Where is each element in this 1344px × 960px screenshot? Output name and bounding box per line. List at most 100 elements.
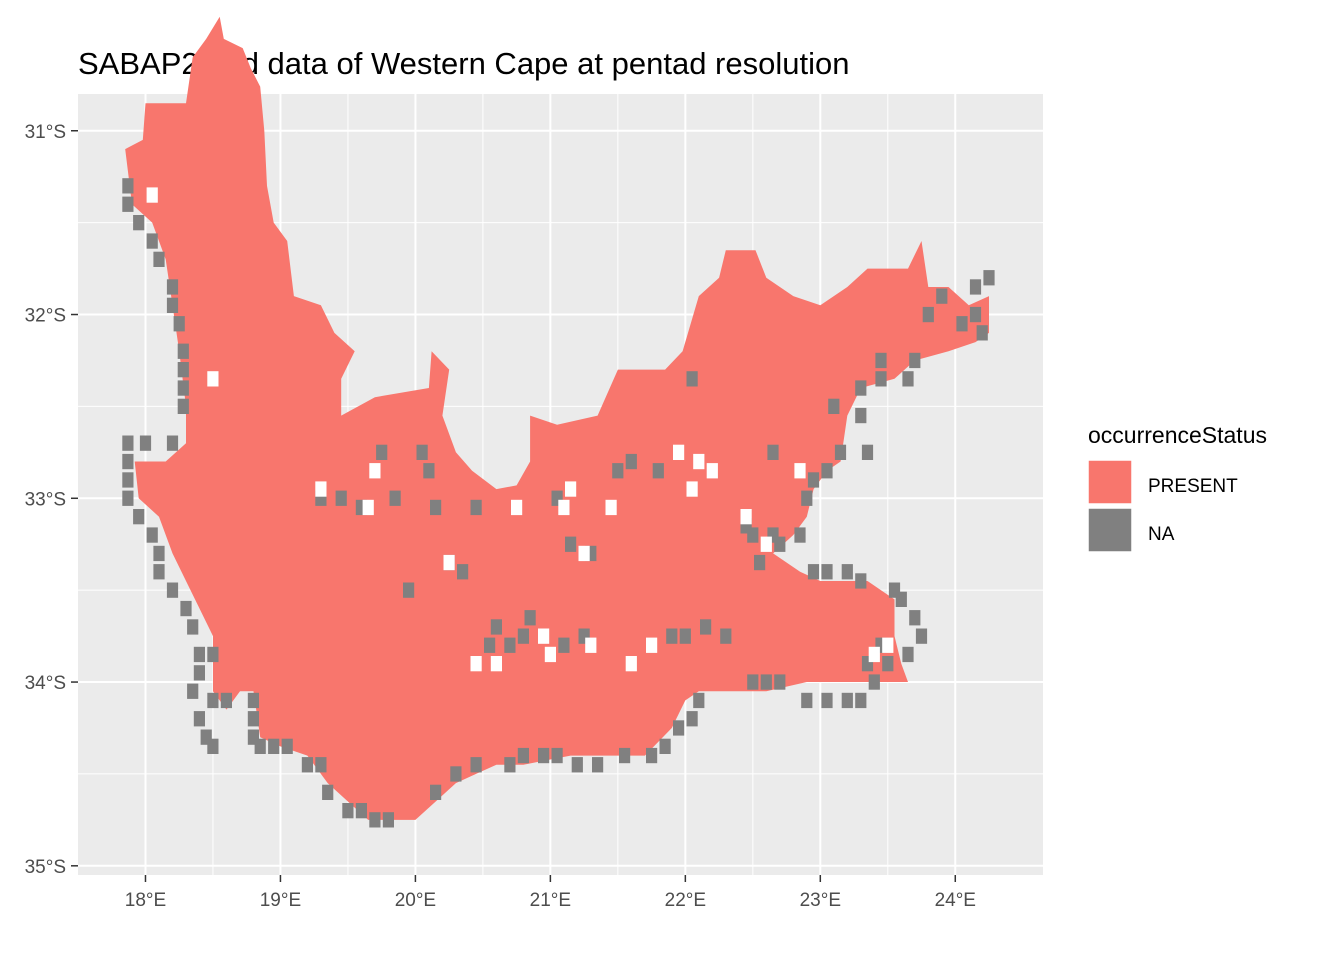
na-cell xyxy=(551,490,563,506)
na-cell xyxy=(457,564,469,580)
na-cell xyxy=(767,527,779,543)
na-cell xyxy=(177,362,189,378)
na-cell xyxy=(612,463,624,479)
na-cell xyxy=(625,453,637,470)
na-cell xyxy=(652,463,664,479)
empty-cell xyxy=(673,444,685,460)
legend-title: occurrenceStatus xyxy=(1088,422,1267,448)
x-tick-label: 18°E xyxy=(125,890,166,911)
na-cell xyxy=(693,692,705,709)
pentad-cells xyxy=(122,16,995,828)
na-cell xyxy=(450,766,462,782)
na-cell xyxy=(828,398,840,414)
na-cell xyxy=(193,665,205,681)
na-cell xyxy=(122,453,134,470)
na-cell xyxy=(571,757,583,773)
na-cell xyxy=(187,683,199,699)
x-tick-label: 19°E xyxy=(260,890,301,911)
empty-cell xyxy=(538,628,550,644)
empty-cell xyxy=(686,481,698,497)
na-cell xyxy=(888,582,901,598)
empty-cell xyxy=(443,554,455,571)
na-cell xyxy=(430,784,442,800)
na-cell xyxy=(821,564,833,580)
na-cell xyxy=(268,738,280,754)
empty-cell xyxy=(760,536,772,552)
na-cell xyxy=(686,711,698,727)
na-cell xyxy=(166,582,179,598)
legend-label-present: PRESENT xyxy=(1148,476,1238,497)
na-cell xyxy=(322,784,334,800)
empty-cell xyxy=(544,646,556,663)
na-cell xyxy=(281,738,293,754)
na-cell xyxy=(122,178,134,194)
empty-cell xyxy=(511,499,523,516)
na-cell xyxy=(153,251,165,267)
empty-cell xyxy=(490,656,502,672)
empty-cell xyxy=(470,656,482,672)
na-cell xyxy=(517,747,529,764)
na-cell xyxy=(868,674,880,690)
na-cell xyxy=(122,472,134,488)
na-cell xyxy=(747,674,759,690)
na-cell xyxy=(578,628,590,644)
na-cell xyxy=(585,545,597,562)
empty-cell xyxy=(146,187,158,203)
na-cell xyxy=(139,435,152,451)
na-cell xyxy=(122,490,134,506)
na-cell xyxy=(153,545,165,562)
na-cell xyxy=(801,490,813,506)
na-cell xyxy=(403,582,415,598)
na-cell xyxy=(895,591,907,607)
na-cell xyxy=(774,674,786,690)
na-cell xyxy=(909,610,921,626)
na-cell xyxy=(821,692,833,709)
present-region xyxy=(125,16,989,820)
x-axis: 18°E 19°E 20°E 21°E 22°E 23°E 24°E xyxy=(125,875,976,911)
na-cell xyxy=(754,554,766,571)
na-cell xyxy=(355,499,367,516)
empty-cell xyxy=(558,499,570,516)
na-cell xyxy=(983,270,995,286)
na-cell xyxy=(855,380,867,396)
na-cell xyxy=(376,444,388,460)
na-cell xyxy=(807,472,820,488)
na-cell xyxy=(423,463,435,479)
na-cell xyxy=(673,720,685,736)
y-tick-label: 34°S xyxy=(25,673,66,694)
na-cell xyxy=(335,490,347,506)
na-cell xyxy=(247,729,259,745)
na-cell xyxy=(747,527,759,543)
empty-cell xyxy=(646,637,658,653)
y-tick-label: 32°S xyxy=(25,306,66,327)
na-cell xyxy=(484,637,496,653)
na-cell xyxy=(915,628,928,644)
na-cell xyxy=(524,610,536,626)
na-cell xyxy=(122,196,134,212)
empty-cell xyxy=(565,481,577,497)
x-tick-label: 24°E xyxy=(935,890,976,911)
legend: occurrenceStatus PRESENT NA xyxy=(1087,422,1267,553)
na-cell xyxy=(841,564,853,580)
na-cell xyxy=(936,288,948,304)
na-cell xyxy=(902,371,914,387)
na-cell xyxy=(834,444,847,460)
na-cell xyxy=(207,646,219,663)
na-cell xyxy=(801,692,813,709)
na-cell xyxy=(389,490,401,506)
x-tick-label: 20°E xyxy=(395,890,436,911)
na-cell xyxy=(166,297,179,313)
na-cell xyxy=(686,371,698,387)
na-cell xyxy=(774,536,786,552)
na-cell xyxy=(355,803,367,819)
na-cell xyxy=(956,316,968,332)
empty-cell xyxy=(369,463,381,479)
na-cell xyxy=(207,692,219,709)
na-cell xyxy=(504,637,516,653)
na-cell xyxy=(821,463,833,479)
na-cell xyxy=(193,646,205,663)
empty-cell xyxy=(706,463,718,479)
na-cell xyxy=(504,757,516,773)
na-cell xyxy=(592,757,604,773)
